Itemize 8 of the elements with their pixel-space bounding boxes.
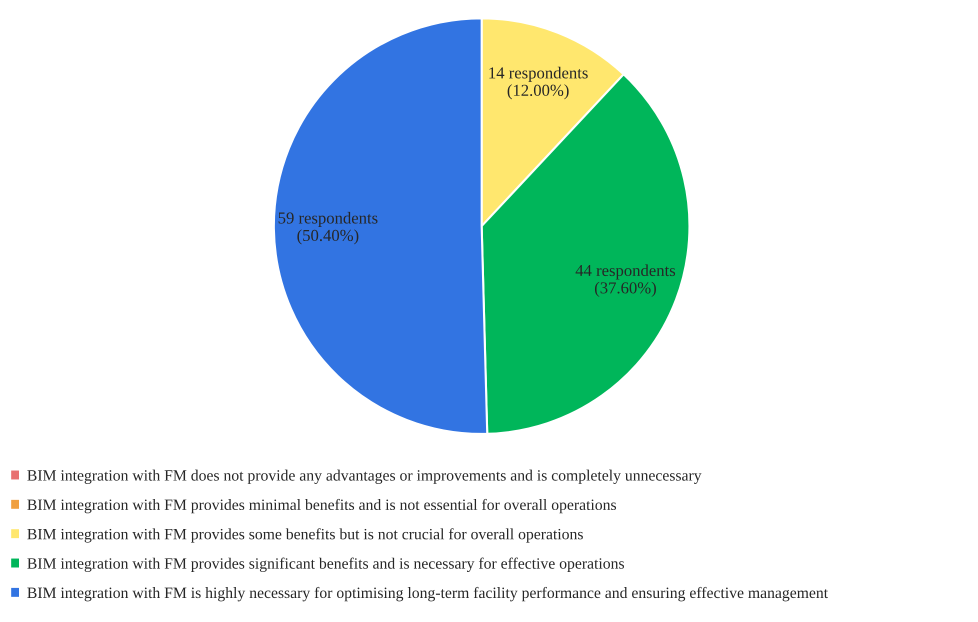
legend-label: BIM integration with FM is highly necessary for optimising long-term facility performance and ensuring effective management [27,586,828,602]
legend-label: BIM integration with FM provides significant benefits and is necessary for effective operations [27,558,624,572]
data-label: 59 respondents (50.40%) [278,212,378,244]
data-label: 44 respondents (37.60%) [576,264,676,297]
legend-label: BIM integration with FM does not provide any advantages or improvements and is completely unnecessary [27,470,702,484]
data-label: 14 respondents (12.00%) [489,66,588,100]
legend-label: BIM integration with FM provides some benefits but is not crucial for overall operations [27,528,583,543]
legend-label: BIM integration with FM provides minimal benefits and is not essential for overall operations [27,498,616,514]
